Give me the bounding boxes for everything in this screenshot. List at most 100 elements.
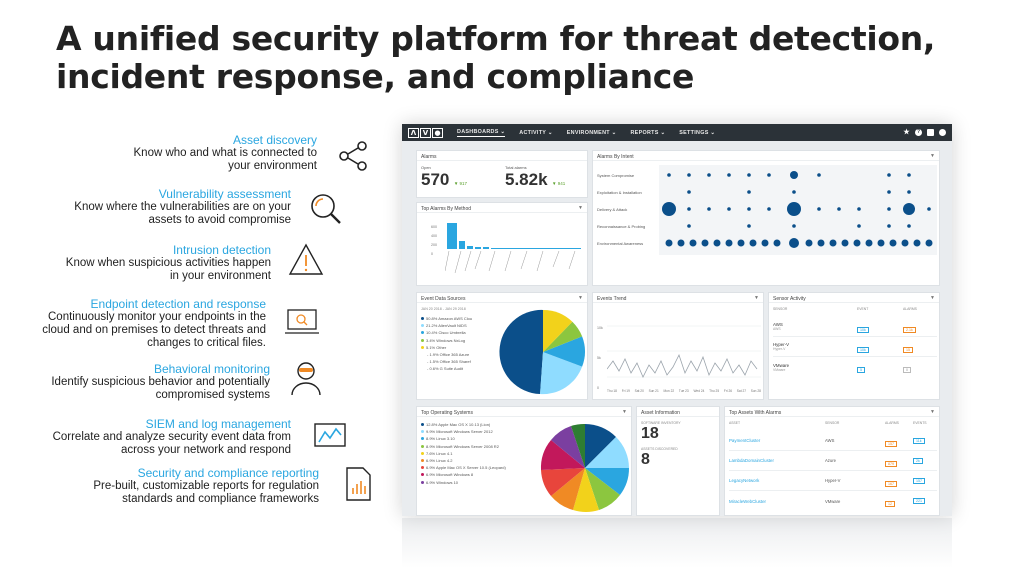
asset-link[interactable]: PaymentCluster xyxy=(729,438,761,443)
y-tick-label: 0 xyxy=(431,252,433,256)
feature-endpoint-detection: Endpoint detection and response Continuo… xyxy=(6,297,266,350)
legend-item: 21.2% AlienVault NIDS xyxy=(421,322,472,329)
asset-link[interactable]: MiracleWebCluster xyxy=(729,498,767,504)
panel-menu-icon[interactable]: ▼ xyxy=(930,409,935,415)
top-nav-bar: Λ V ● DASHBOARDS ⌄ ACTIVITY ⌄ ENVIRONMENT … xyxy=(402,124,952,141)
x-tick-label: Mon 22 xyxy=(663,389,675,393)
total-alarms-value: 5.82k xyxy=(505,170,548,189)
feature-desc: Know who and what is connected to xyxy=(133,147,317,159)
intent-bubble-chart xyxy=(659,165,937,255)
feature-asset-discovery: Asset discovery Know who and what is con… xyxy=(77,133,317,173)
panel-menu-icon[interactable]: ▼ xyxy=(754,295,759,301)
feature-title: Intrusion detection xyxy=(172,243,271,257)
event-count-badge: 157 xyxy=(913,477,925,484)
legend-item: 6.9% Linux 4.2 xyxy=(421,457,506,464)
feature-desc: your environment xyxy=(228,160,317,172)
panel-title: Top Alarms By Method xyxy=(417,203,587,213)
mail-icon[interactable] xyxy=(927,129,934,136)
feature-title: Endpoint detection and response xyxy=(90,297,266,311)
monitor-chart-icon xyxy=(314,423,346,447)
asset-link[interactable]: LambdaDomainCluster xyxy=(729,458,774,463)
nav-reports[interactable]: REPORTS ⌄ xyxy=(630,129,666,136)
feature-intrusion-detection: Intrusion detection Know when suspicious… xyxy=(31,243,271,283)
legend-item: 8.9% Microsoft Windows Server 2008 R2 xyxy=(421,443,506,450)
legend-item: 12.8% Apple Mac OS X 10.13 (Lion) xyxy=(421,421,506,428)
feature-desc: Correlate and analyze security event dat… xyxy=(52,431,291,443)
x-tick-label: Thu 25 xyxy=(709,389,720,393)
legend-item: 5.1% Other xyxy=(421,344,472,351)
panel-title: Events Trend xyxy=(593,293,763,303)
alarm-count-badge: 12 xyxy=(885,501,895,507)
method-bar-chart xyxy=(445,223,581,274)
y-tick-label: 400 xyxy=(431,234,437,238)
intent-row-label: Delivery & Attack xyxy=(597,207,628,212)
events-trend-panel: Events Trend ▼ 10k 5k 0 Thu 18 Fri 19 Sa… xyxy=(592,292,764,400)
alarms-by-intent-panel: Alarms By Intent ▼ System Compromise Exp… xyxy=(592,150,940,286)
legend-item: 10.4% Cisco Umbrella xyxy=(421,329,472,336)
panel-title: Event Data Sources xyxy=(417,293,587,303)
legend-item: 3.4% Windows NxLog xyxy=(421,337,472,344)
table-row[interactable]: AWS AWS 10k 2.1k xyxy=(773,317,937,337)
panel-title: Alarms By Intent xyxy=(593,151,939,161)
events-trend-line-chart xyxy=(607,325,761,378)
intent-row-label: Reconnaissance & Probing xyxy=(597,224,646,229)
laptop-search-icon xyxy=(285,309,319,334)
event-data-sources-panel: Event Data Sources ▼ JAN 20 2018 - JAN 2… xyxy=(416,292,588,400)
table-row[interactable]: VMware VMware 5 0 xyxy=(773,357,937,377)
table-row[interactable]: LegacyNetwork Hyper-V 167 157 xyxy=(729,471,937,491)
x-tick-label: Sun 21 xyxy=(648,389,659,393)
y-tick-label: 200 xyxy=(431,243,437,247)
event-count-badge: 221 xyxy=(913,498,925,504)
legend-item: 6.9% Microsoft Windows 8 xyxy=(421,471,506,478)
feature-desc: Know when suspicious activities happen xyxy=(65,257,271,269)
help-icon[interactable]: ? xyxy=(915,129,922,136)
legend-item: 7.6% Linux 4.1 xyxy=(421,450,506,457)
share-network-icon xyxy=(339,141,367,171)
feature-title: Behavioral monitoring xyxy=(153,362,270,376)
total-alarms-label: Total alarms xyxy=(505,165,527,170)
legend-item: 6.9% Apple Mac OS X Server 10.5 (Leopard… xyxy=(421,464,506,471)
feature-desc: across your network and respond xyxy=(120,444,291,456)
panel-menu-icon[interactable]: ▼ xyxy=(578,205,583,211)
nav-settings[interactable]: SETTINGS ⌄ xyxy=(679,129,716,136)
alarm-count-badge: 15 xyxy=(903,346,913,353)
alarm-count-badge: 167 xyxy=(885,480,897,487)
table-row[interactable]: MiracleWebCluster VMware 12 221 xyxy=(729,491,937,511)
intent-row-label: System Compromise xyxy=(597,173,635,178)
column-header: EVENTS xyxy=(913,421,927,425)
legend-item: - 1.9% Office 365 Azure xyxy=(427,352,470,358)
feature-title: Security and compliance reporting xyxy=(137,466,319,480)
feature-desc: in your environment xyxy=(170,270,271,282)
feature-behavioral-monitoring: Behavioral monitoring Identify suspiciou… xyxy=(10,362,270,402)
table-row[interactable]: LambdaDomainCluster Azure 879 2k xyxy=(729,451,937,471)
panel-menu-icon[interactable]: ▼ xyxy=(622,409,627,415)
panel-menu-icon[interactable]: ▼ xyxy=(930,153,935,159)
dashboard-reflection xyxy=(402,518,952,568)
table-row[interactable]: Hyper-V Hyper-V 10k 15 xyxy=(773,337,937,357)
x-tick-label: Fri 26 xyxy=(723,389,733,393)
star-icon[interactable]: ★ xyxy=(903,129,910,136)
panel-title: Top Operating Systems xyxy=(417,407,631,417)
x-tick-label: Wed 24 xyxy=(693,389,705,393)
x-tick-label: Fri 19 xyxy=(621,389,630,393)
legend-item: - 0.6% G Suite Audit xyxy=(427,366,464,372)
nav-environment[interactable]: ENVIRONMENT ⌄ xyxy=(566,129,617,136)
legend-item: 9.9% Microsoft Windows Server 2012 xyxy=(421,428,506,435)
software-inventory-label: SOFTWARE INVENTORY xyxy=(641,421,681,425)
user-icon[interactable] xyxy=(939,129,946,136)
event-count-badge: 10k xyxy=(857,346,869,353)
nav-dashboards[interactable]: DASHBOARDS ⌄ xyxy=(457,128,506,137)
dashboard-screenshot: Λ V ● DASHBOARDS ⌄ ACTIVITY ⌄ ENVIRONMENT … xyxy=(402,124,952,516)
alarm-count-badge: 0 xyxy=(903,367,911,373)
legend-item: 8.9% Linux 3.10 xyxy=(421,435,506,442)
table-row[interactable]: PaymentCluster AWS 157 11k xyxy=(729,431,937,451)
feature-title: Vulnerability assessment xyxy=(158,187,291,201)
nav-activity[interactable]: ACTIVITY ⌄ xyxy=(519,129,553,136)
panel-menu-icon[interactable]: ▼ xyxy=(578,295,583,301)
asset-link[interactable]: LegacyNetwork xyxy=(729,478,760,483)
open-alarms-value: 570 xyxy=(421,170,450,189)
panel-menu-icon[interactable]: ▼ xyxy=(930,295,935,301)
column-header: SENSOR xyxy=(825,421,840,425)
x-tick-label: Sat 20 xyxy=(634,389,644,393)
alarm-count-badge: 879 xyxy=(885,460,897,467)
